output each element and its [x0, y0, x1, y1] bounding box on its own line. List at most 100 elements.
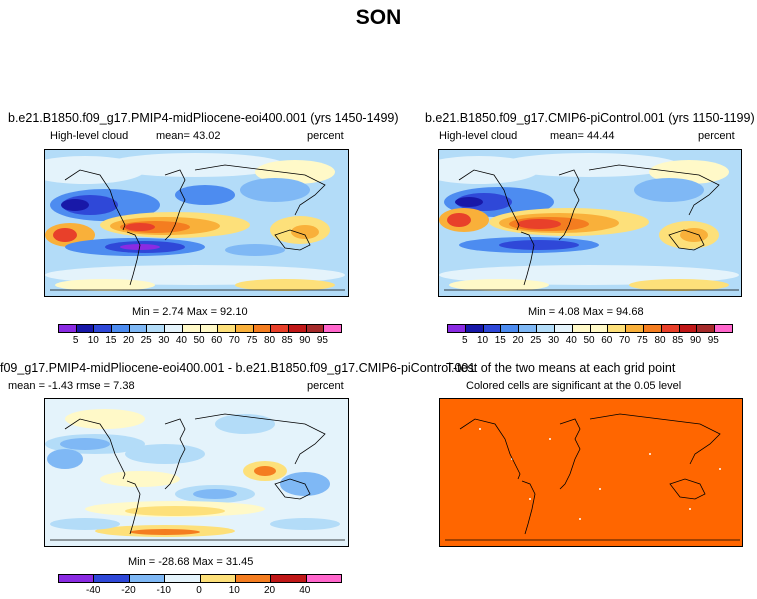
colorbar-tick-label: 75 [636, 335, 648, 346]
colorbar-swatch [519, 325, 538, 332]
panel1-colorbar-ticks: 5 10 15 20 25 30 40 50 60 70 75 80 85 90 95 [58, 335, 340, 347]
colorbar-tick-label: 10 [87, 335, 99, 346]
colorbar-tick-label: 10 [476, 335, 489, 346]
panel3-colorbar [58, 574, 342, 583]
panel4-title: T-test of the two means at each grid poi… [446, 361, 676, 375]
panel1-minmax: Min = 2.74 Max = 92.10 [132, 306, 248, 318]
colorbar-tick-label: 25 [140, 335, 152, 346]
colorbar-swatch [94, 575, 130, 582]
colorbar-swatch [271, 575, 307, 582]
colorbar-swatch [715, 325, 732, 332]
colorbar-swatch [537, 325, 555, 332]
colorbar-tick-label: 30 [547, 335, 560, 346]
colorbar-tick-label: 40 [299, 585, 311, 596]
colorbar-swatch [147, 325, 166, 332]
panel1-mean: mean= 43.02 [156, 130, 221, 142]
colorbar-tick-label: 85 [672, 335, 684, 346]
colorbar-swatch [59, 575, 95, 582]
colorbar-tick-label: 75 [246, 335, 258, 346]
colorbar-swatch [182, 325, 201, 332]
colorbar-swatch [288, 325, 307, 332]
panel2-variable: High-level cloud [439, 130, 518, 142]
colorbar-swatch [626, 325, 644, 332]
colorbar-tick-label: 5 [72, 335, 79, 346]
colorbar-swatch [679, 325, 698, 332]
colorbar-tick-label: 90 [299, 335, 311, 346]
colorbar-swatch [200, 575, 236, 582]
colorbar-swatch [76, 325, 95, 332]
colorbar-tick-label: 40 [565, 335, 577, 346]
colorbar-tick-label: -20 [121, 585, 136, 596]
panel2-mean: mean= 44.44 [550, 130, 615, 142]
colorbar-tick-label: 80 [654, 335, 666, 346]
colorbar-swatch [271, 325, 289, 332]
colorbar-tick-label: 20 [122, 335, 135, 346]
colorbar-tick-label: 60 [211, 335, 223, 346]
panel3-colorbar-ticks: -40 -20 -10 0 10 20 40 [58, 585, 340, 597]
colorbar-tick-label: 90 [689, 335, 702, 346]
colorbar-tick-label: 80 [263, 335, 276, 346]
panel2-minmax: Min = 4.08 Max = 94.68 [528, 306, 644, 318]
colorbar-tick-label: 40 [175, 335, 187, 346]
panel4-subtitle: Colored cells are significant at the 0.0… [466, 380, 682, 392]
colorbar-tick-label: 15 [494, 335, 506, 346]
colorbar-tick-label: 60 [601, 335, 613, 346]
panel1-variable: High-level cloud [50, 130, 129, 142]
colorbar-swatch [235, 575, 272, 582]
panel3-map [44, 398, 349, 547]
panel4-map [439, 398, 743, 547]
panel2-colorbar-ticks: 5 10 15 20 25 30 40 50 60 70 75 80 85 90 95 [447, 335, 731, 347]
colorbar-tick-label: 20 [263, 585, 276, 596]
colorbar-swatch [306, 325, 325, 332]
panel1-map [44, 149, 349, 297]
colorbar-swatch [501, 325, 520, 332]
panel1-title: b.e21.B1850.f09_g17.PMIP4-midPliocene-eo… [8, 111, 399, 125]
colorbar-swatch [590, 325, 609, 332]
colorbar-swatch [235, 325, 254, 332]
panel2-map [438, 149, 742, 297]
panel1-units: percent [307, 130, 344, 142]
colorbar-swatch [448, 325, 466, 332]
panel3-units: percent [307, 380, 344, 392]
colorbar-swatch [608, 325, 627, 332]
panel3-title: f09_g17.PMIP4-midPliocene-eoi400.001 - b… [0, 361, 476, 375]
colorbar-swatch [253, 325, 272, 332]
page-title: SON [355, 6, 402, 29]
colorbar-tick-label: 15 [105, 335, 117, 346]
ttest-significance-fill [440, 399, 742, 546]
colorbar-swatch [483, 325, 502, 332]
colorbar-tick-label: 5 [461, 335, 468, 346]
colorbar-swatch [218, 325, 236, 332]
panel3-stats: mean = -1.43 rmse = 7.38 [8, 380, 135, 392]
colorbar-swatch [324, 325, 341, 332]
colorbar-swatch [465, 325, 484, 332]
colorbar-swatch [112, 325, 130, 332]
colorbar-tick-label: 95 [316, 335, 328, 346]
colorbar-swatch [306, 575, 341, 582]
colorbar-tick-label: 10 [228, 585, 240, 596]
colorbar-swatch [165, 575, 201, 582]
colorbar-tick-label: 50 [583, 335, 595, 346]
colorbar-swatch [572, 325, 591, 332]
colorbar-swatch [554, 325, 573, 332]
colorbar-swatch [94, 325, 113, 332]
colorbar-tick-label: 95 [707, 335, 719, 346]
panel2-colorbar [447, 324, 733, 333]
colorbar-swatch [165, 325, 183, 332]
colorbar-swatch [200, 325, 219, 332]
colorbar-swatch [59, 325, 77, 332]
colorbar-tick-label: 70 [228, 335, 240, 346]
panel1-colorbar [58, 324, 342, 333]
colorbar-swatch [643, 325, 662, 332]
panel2-units: percent [698, 130, 735, 142]
colorbar-tick-label: 0 [196, 585, 202, 596]
panel2-title: b.e21.B1850.f09_g17.CMIP6-piControl.001 … [425, 111, 755, 125]
colorbar-tick-label: 30 [158, 335, 170, 346]
panel3-minmax: Min = -28.68 Max = 31.45 [128, 556, 254, 568]
colorbar-tick-label: -40 [86, 585, 101, 596]
colorbar-tick-label: 50 [193, 335, 205, 346]
colorbar-tick-label: 70 [618, 335, 631, 346]
colorbar-tick-label: -10 [156, 585, 171, 596]
colorbar-tick-label: 25 [530, 335, 542, 346]
colorbar-swatch [697, 325, 716, 332]
